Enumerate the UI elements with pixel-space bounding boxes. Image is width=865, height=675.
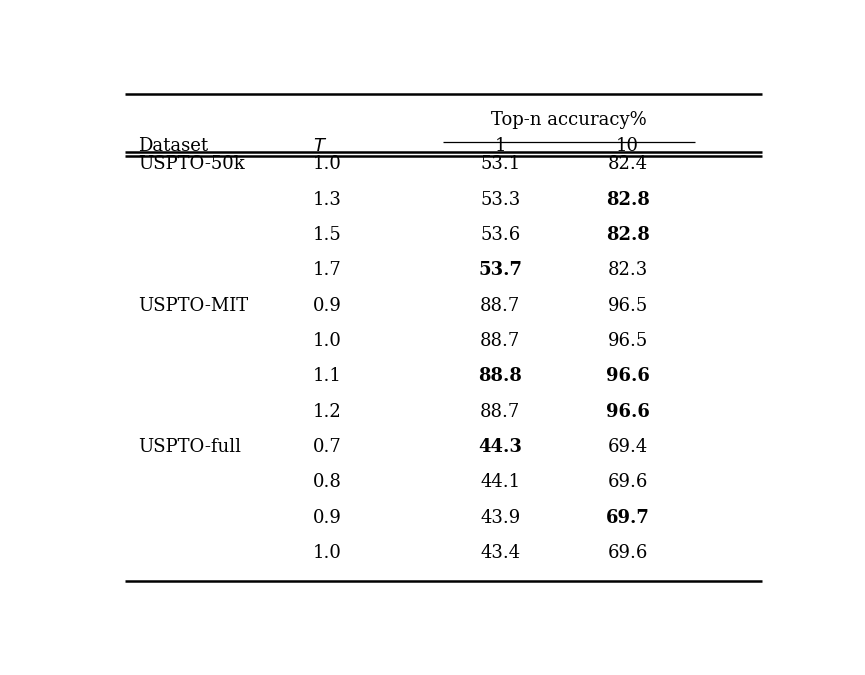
- Text: 69.4: 69.4: [607, 438, 648, 456]
- Text: 0.7: 0.7: [312, 438, 342, 456]
- Text: 0.8: 0.8: [312, 473, 342, 491]
- Text: 53.7: 53.7: [478, 261, 522, 279]
- Text: Top-n accuracy%: Top-n accuracy%: [491, 111, 647, 129]
- Text: 96.6: 96.6: [606, 367, 650, 385]
- Text: 1.0: 1.0: [312, 544, 342, 562]
- Text: Dataset: Dataset: [138, 137, 208, 155]
- Text: 96.5: 96.5: [607, 332, 648, 350]
- Text: 1.2: 1.2: [312, 402, 342, 421]
- Text: 69.6: 69.6: [607, 544, 648, 562]
- Text: 1.0: 1.0: [312, 155, 342, 173]
- Text: USPTO-full: USPTO-full: [138, 438, 241, 456]
- Text: 43.9: 43.9: [480, 508, 521, 526]
- Text: $\mathit{T}$: $\mathit{T}$: [312, 137, 327, 155]
- Text: 96.6: 96.6: [606, 402, 650, 421]
- Text: 1.3: 1.3: [312, 190, 342, 209]
- Text: 53.1: 53.1: [480, 155, 521, 173]
- Text: 10: 10: [616, 137, 639, 155]
- Text: 53.6: 53.6: [480, 226, 521, 244]
- Text: 0.9: 0.9: [312, 508, 342, 526]
- Text: 88.7: 88.7: [480, 332, 521, 350]
- Text: 88.7: 88.7: [480, 402, 521, 421]
- Text: 1.1: 1.1: [312, 367, 342, 385]
- Text: 44.1: 44.1: [480, 473, 521, 491]
- Text: 82.4: 82.4: [607, 155, 648, 173]
- Text: 0.9: 0.9: [312, 296, 342, 315]
- Text: 1.7: 1.7: [312, 261, 342, 279]
- Text: 82.8: 82.8: [606, 226, 650, 244]
- Text: 69.6: 69.6: [607, 473, 648, 491]
- Text: 82.8: 82.8: [606, 190, 650, 209]
- Text: 44.3: 44.3: [478, 438, 522, 456]
- Text: 1.0: 1.0: [312, 332, 342, 350]
- Text: 53.3: 53.3: [480, 190, 521, 209]
- Text: 1.5: 1.5: [312, 226, 342, 244]
- Text: 96.5: 96.5: [607, 296, 648, 315]
- Text: 82.3: 82.3: [607, 261, 648, 279]
- Text: 1: 1: [495, 137, 506, 155]
- Text: 69.7: 69.7: [606, 508, 650, 526]
- Text: 88.7: 88.7: [480, 296, 521, 315]
- Text: USPTO-50k: USPTO-50k: [138, 155, 245, 173]
- Text: USPTO-MIT: USPTO-MIT: [138, 296, 248, 315]
- Text: 43.4: 43.4: [480, 544, 521, 562]
- Text: 88.8: 88.8: [478, 367, 522, 385]
